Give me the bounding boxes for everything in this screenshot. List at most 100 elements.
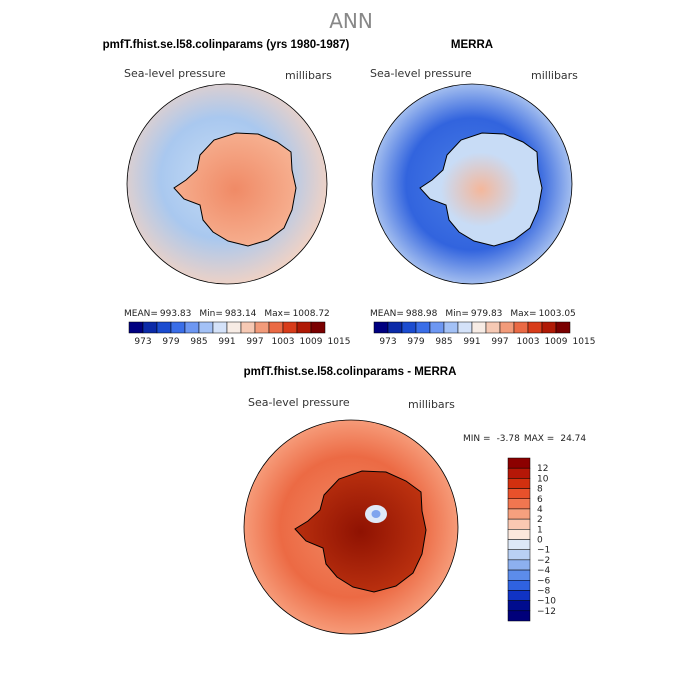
panel-difference-colorbar-tick-label: 1 xyxy=(537,525,543,535)
panel-model-max-label: Max= xyxy=(264,309,290,319)
panel-difference-low-anomaly-core xyxy=(371,510,381,518)
panel-merra-colorbar-swatch xyxy=(471,321,487,334)
panel-difference-colorbar-swatch xyxy=(507,478,531,489)
panel-difference-stats: MIN = -3.78 MAX = 24.74 xyxy=(463,434,586,444)
panel-merra-colorbar-tick-label: 979 xyxy=(407,337,424,347)
panel-model-title: pmfT.fhist.se.l58.colinparams (yrs 1980-… xyxy=(103,39,350,51)
panel-model-colorbar-swatch xyxy=(226,321,242,334)
panel-model-colorbar-swatch xyxy=(170,321,186,334)
panel-merra-mean-label: MEAN= xyxy=(370,309,404,319)
panel-model-colorbar-swatch xyxy=(212,321,228,334)
panel-model-colorbar-swatch xyxy=(184,321,200,334)
panel-merra-colorbar-tick-label: 997 xyxy=(491,337,508,347)
panel-merra-colorbar-swatch xyxy=(443,321,459,334)
panel-difference-colorbar-tick-label: 10 xyxy=(537,474,549,484)
panel-difference-max-label: MAX = xyxy=(524,434,555,444)
panel-model-colorbar: 973 979 985 991 997 1003 1009 1015 xyxy=(128,321,351,347)
panel-difference-colorbar-swatch xyxy=(507,508,531,520)
panel-model-colorbar-swatch xyxy=(296,321,312,334)
panel-difference: pmfT.fhist.se.l58.colinparams - MERRA Se… xyxy=(243,366,586,635)
panel-model-colorbar-swatch xyxy=(282,321,298,334)
panel-difference-variable: Sea-level pressure xyxy=(248,396,350,409)
panel-model-colorbar-swatch xyxy=(240,321,256,334)
panel-difference-colorbar-tick-label: 8 xyxy=(537,485,543,495)
panel-difference-colorbar-tick-label: 12 xyxy=(537,464,548,474)
panel-merra-colorbar-tick-label: 1009 xyxy=(545,337,568,347)
panel-difference-colorbar-swatch xyxy=(507,610,531,622)
panel-difference-colorbar-swatch xyxy=(507,539,531,550)
panel-model-min-label: Min= xyxy=(199,309,223,319)
panel-merra-colorbar-swatch xyxy=(541,321,557,334)
panel-model-units: millibars xyxy=(285,69,332,82)
panel-difference-colorbar-swatch xyxy=(507,580,531,591)
panel-difference-colorbar-swatch xyxy=(507,498,531,510)
panel-merra-colorbar-swatch xyxy=(513,321,529,334)
panel-merra-title: MERRA xyxy=(451,39,493,51)
panel-difference-colorbar-swatch xyxy=(507,590,531,601)
panel-difference-colorbar-tick-label: −6 xyxy=(537,576,551,586)
panel-model-colorbar-tick-label: 1015 xyxy=(328,337,351,347)
panel-model-mean-label: MEAN= xyxy=(124,309,158,319)
panel-merra-min-label: Min= xyxy=(445,309,469,319)
panel-difference-colorbar-tick-label: 0 xyxy=(537,536,543,546)
panel-model-colorbar-swatch xyxy=(268,321,284,334)
panel-model-mean: 993.83 xyxy=(160,309,192,319)
panel-difference-title: pmfT.fhist.se.l58.colinparams - MERRA xyxy=(244,366,457,378)
panel-merra-colorbar-tick-label: 1015 xyxy=(573,337,596,347)
panel-difference-colorbar-tick-label: −1 xyxy=(537,546,550,556)
panel-model-colorbar-swatch xyxy=(310,321,326,334)
panel-model-min: 983.14 xyxy=(225,309,257,319)
panel-merra-max-label: Max= xyxy=(510,309,536,319)
panel-merra-max: 1003.05 xyxy=(539,309,576,319)
panel-model-colorbar-tick-label: 979 xyxy=(162,337,179,347)
panel-merra-colorbar-swatch xyxy=(401,321,417,334)
panel-difference-colorbar-tick-label: 2 xyxy=(537,515,543,525)
panel-merra: MERRA Sea-level pressure millibars MEAN=… xyxy=(370,39,595,347)
panel-merra-antarctica xyxy=(419,132,543,247)
panel-difference-colorbar-tick-label: −8 xyxy=(537,586,551,596)
panel-merra-colorbar-swatch xyxy=(499,321,515,334)
panel-merra-colorbar-tick-label: 973 xyxy=(379,337,396,347)
panel-model-colorbar-swatch xyxy=(142,321,158,334)
panel-model-colorbar-tick-label: 1009 xyxy=(300,337,323,347)
panel-difference-colorbar-tick-label: 4 xyxy=(537,505,543,515)
panel-difference-colorbar-swatch xyxy=(507,569,531,581)
panel-model-stats: MEAN= 993.83 Min= 983.14 Max= 1008.72 xyxy=(124,309,330,319)
panel-difference-colorbar-swatch xyxy=(507,518,531,530)
panel-model-max: 1008.72 xyxy=(293,309,330,319)
panel-difference-colorbar-swatch xyxy=(507,457,531,469)
panel-merra-colorbar-tick-label: 991 xyxy=(463,337,480,347)
panel-merra-colorbar-swatch xyxy=(555,321,571,334)
panel-model-colorbar-swatch xyxy=(156,321,172,334)
panel-difference-colorbar-swatch xyxy=(507,488,531,499)
panel-difference-colorbar-tick-label: −2 xyxy=(537,556,550,566)
panel-model-colorbar-tick-label: 985 xyxy=(190,337,207,347)
panel-difference-colorbar-swatch xyxy=(507,600,531,612)
panel-merra-colorbar-swatch xyxy=(387,321,403,334)
panel-model-colorbar-tick-label: 997 xyxy=(246,337,263,347)
panel-merra-colorbar: 973 979 985 991 997 1003 1009 1015 xyxy=(373,321,596,347)
panel-merra-colorbar-swatch xyxy=(373,321,389,334)
panel-merra-colorbar-swatch xyxy=(485,321,501,334)
panel-model-colorbar-swatch xyxy=(254,321,270,334)
panel-merra-colorbar-tick-label: 1003 xyxy=(517,337,540,347)
panel-model-colorbar-tick-label: 991 xyxy=(218,337,235,347)
panel-difference-colorbar-swatch xyxy=(507,559,531,571)
panel-merra-mean: 988.98 xyxy=(406,309,438,319)
panel-difference-max: 24.74 xyxy=(560,434,586,444)
figure-title: ANN xyxy=(329,9,373,33)
panel-difference-colorbar-swatch xyxy=(507,529,531,540)
panel-merra-units: millibars xyxy=(531,69,578,82)
panel-model-colorbar-tick-label: 1003 xyxy=(272,337,295,347)
panel-difference-antarctica xyxy=(294,470,427,593)
panel-difference-colorbar-swatch xyxy=(507,467,531,479)
panel-difference-colorbar-tick-label: 6 xyxy=(537,495,543,505)
panel-merra-variable: Sea-level pressure xyxy=(370,67,472,80)
panel-model: pmfT.fhist.se.l58.colinparams (yrs 1980-… xyxy=(103,39,351,347)
panel-merra-colorbar-swatch xyxy=(527,321,543,334)
panel-difference-colorbar-swatch xyxy=(507,549,531,561)
panel-difference-colorbar-tick-label: −4 xyxy=(537,566,551,576)
panel-difference-colorbar-tick-label: −12 xyxy=(537,607,556,617)
